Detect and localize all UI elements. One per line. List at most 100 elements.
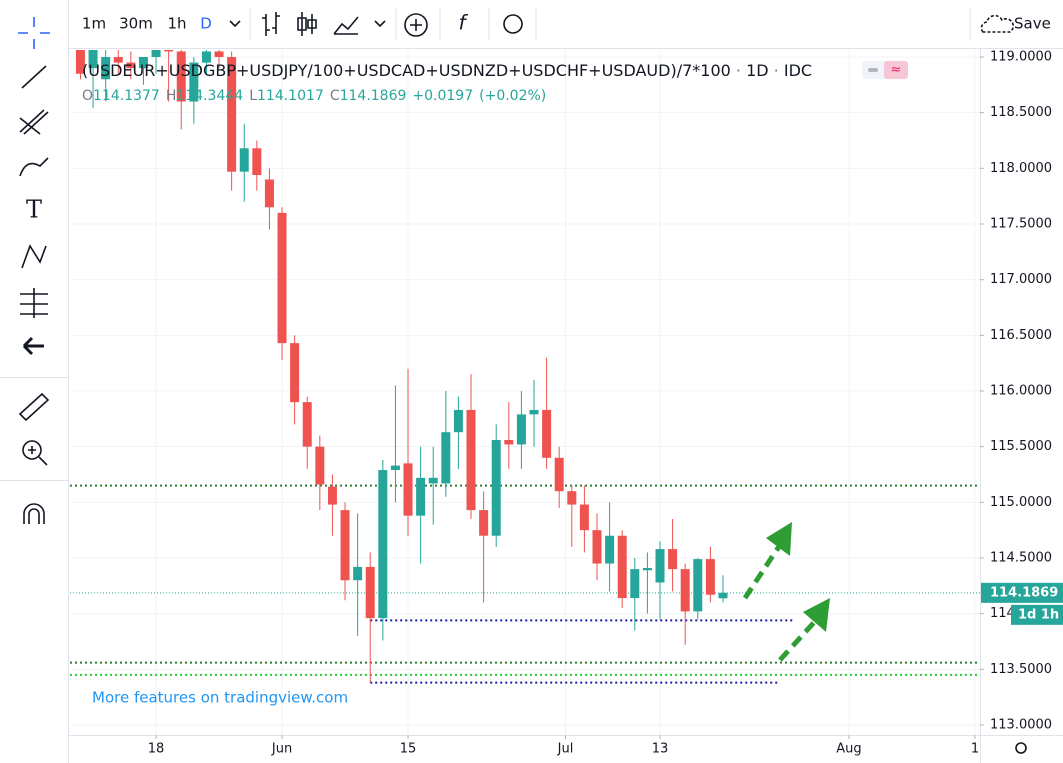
candle-body	[113, 57, 123, 63]
separator: ·	[769, 61, 784, 80]
ohlc-label: C	[330, 88, 340, 104]
settings-icon[interactable]	[1015, 742, 1027, 754]
countdown-label: 1d 1h	[1018, 607, 1059, 622]
candle-body	[416, 477, 426, 516]
x-tick-label: Aug	[836, 742, 861, 757]
status-badge: ≈	[891, 63, 902, 78]
levels	[70, 484, 980, 684]
status-badge	[884, 61, 908, 79]
candle-body	[126, 62, 136, 69]
candle-body	[554, 457, 564, 492]
candle-body	[567, 491, 577, 505]
x-tick-label: Jun	[271, 742, 292, 757]
open: 114.1377	[93, 88, 160, 104]
candle-body	[164, 50, 174, 52]
candle-body	[75, 50, 85, 74]
arrow-drawings	[742, 522, 830, 662]
candle-body	[365, 566, 375, 619]
candles	[75, 50, 728, 683]
arrow	[778, 616, 820, 662]
left-toolbar	[0, 0, 68, 763]
candle-body	[138, 57, 148, 69]
text-tool[interactable]: T	[26, 196, 42, 224]
candle-body	[277, 212, 287, 344]
last-price-label: 114.1869	[990, 585, 1058, 600]
ohlc-label: O	[82, 88, 93, 104]
save-icon[interactable]	[980, 14, 1014, 33]
last-price-badge	[981, 582, 1063, 603]
pattern-tool[interactable]	[21, 244, 47, 269]
change: +0.0197	[412, 88, 473, 104]
candle-body	[151, 50, 161, 58]
change-pct: (+0.02%)	[479, 88, 546, 104]
watermark-link[interactable]: More features on tradingview.com	[92, 689, 348, 707]
dropdown[interactable]	[229, 20, 241, 28]
candle-body	[214, 51, 224, 58]
cursor-tool[interactable]	[18, 17, 50, 49]
candle-body	[655, 549, 665, 583]
candle-body	[189, 62, 199, 102]
ohlc-label: L	[249, 88, 257, 104]
arrow	[742, 543, 783, 600]
candle-body	[340, 510, 350, 581]
interval-button[interactable]: D	[200, 15, 212, 33]
arrow-head	[803, 598, 830, 632]
alert-icon[interactable]	[503, 14, 523, 34]
countdown-badge	[1011, 604, 1063, 625]
save-button[interactable]: Save	[1014, 15, 1051, 33]
bars-icon[interactable]	[262, 12, 280, 36]
arrow-head	[766, 522, 792, 556]
candle-body	[264, 179, 274, 208]
interval-button[interactable]: 1m	[82, 15, 106, 33]
candle-body	[252, 148, 262, 176]
brush-tool[interactable]	[19, 157, 49, 177]
compare-icon[interactable]	[404, 13, 428, 37]
candle-body	[403, 463, 413, 516]
top-toolbar	[0, 0, 1063, 48]
ohlc-label: H	[166, 88, 177, 104]
candle-body	[592, 530, 602, 564]
interval-button[interactable]: 1h	[167, 15, 186, 33]
candle-body	[668, 549, 678, 570]
trend-line-tool[interactable]	[21, 65, 47, 89]
candle-body	[315, 446, 325, 485]
interval-button[interactable]: 30m	[119, 15, 153, 33]
indicators-icon[interactable]: f	[458, 11, 468, 35]
ruler-tool[interactable]	[18, 392, 50, 422]
symbol: (USDEUR+USDGBP+USDJPY/100+USDCAD+USDNZD+…	[82, 61, 731, 80]
source: IDC	[784, 61, 812, 80]
candle-body	[441, 432, 451, 484]
candle-body	[466, 409, 476, 511]
candle-body	[390, 465, 400, 471]
y-tick-label: 113.5000	[990, 662, 1052, 677]
y-tick-label: 117.0000	[990, 272, 1052, 287]
candles-icon[interactable]	[297, 12, 317, 36]
y-tick-label: 115.0000	[990, 495, 1052, 510]
legend-title: (USDEUR+USDGBP+USDJPY/100+USDCAD+USDNZD+…	[82, 61, 812, 80]
candle-body	[542, 409, 552, 458]
y-tick-label: 119.0000	[990, 50, 1052, 65]
candle-body	[529, 409, 539, 415]
magnet-tool[interactable]	[23, 503, 45, 524]
y-tick-label: 115.5000	[990, 439, 1052, 454]
prediction-tool[interactable]	[20, 288, 48, 318]
candle-body	[504, 439, 514, 445]
zoom-tool	[28, 446, 48, 466]
legend-ohlc: O114.1377 H114.3444 L114.1017 C114.1869 +0.0…	[82, 88, 546, 104]
y-tick-label: 116.5000	[990, 328, 1052, 343]
candle-body	[617, 535, 627, 599]
x-tick-label: 13	[652, 742, 669, 757]
y-tick-label: 118.0000	[990, 161, 1052, 176]
separator: ·	[731, 61, 746, 80]
x-tick-label: 15	[400, 742, 417, 757]
candle-body	[630, 569, 640, 599]
candle-body	[101, 57, 111, 80]
fib-tool[interactable]	[19, 109, 49, 135]
back-tool[interactable]	[22, 336, 44, 356]
zoom-tool[interactable]	[22, 440, 42, 460]
area-icon[interactable]	[333, 16, 359, 35]
candle-body	[88, 50, 98, 69]
axes: 113.0000113.5000114.0000114.5000115.0000…	[148, 50, 1063, 757]
dropdown[interactable]	[374, 20, 386, 28]
candle-body	[642, 568, 652, 571]
